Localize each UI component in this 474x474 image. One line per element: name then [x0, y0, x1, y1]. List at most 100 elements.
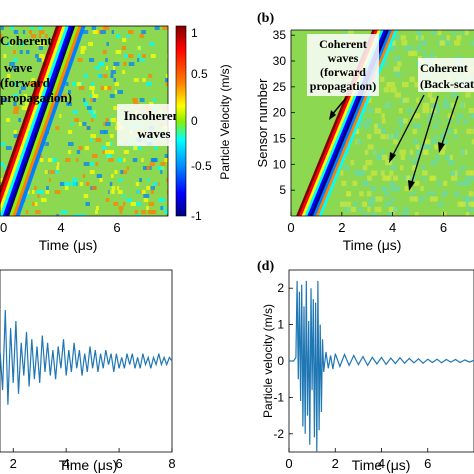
y-tick-label: 1 — [277, 318, 284, 332]
heatmap-cell — [104, 26, 110, 30]
heatmap-cell — [117, 90, 123, 94]
heatmap-cell — [467, 206, 474, 212]
heatmap-cell — [399, 149, 406, 155]
heatmap-cell — [97, 74, 102, 78]
heatmap-cell — [83, 162, 90, 166]
heatmap-cell — [83, 102, 89, 106]
annotation-arrow — [391, 94, 425, 158]
heatmap-cell — [135, 202, 142, 206]
heatmap-cell — [25, 210, 29, 214]
heatmap-cell — [381, 113, 385, 119]
heatmap-cell — [415, 154, 419, 160]
heatmap-cell — [415, 149, 421, 155]
heatmap-cell — [356, 170, 363, 176]
heatmap-cell — [408, 154, 412, 160]
heatmap-cell — [123, 150, 129, 154]
heatmap-cell — [412, 128, 417, 134]
heatmap-cell — [41, 198, 47, 202]
heatmap-cell — [92, 94, 99, 98]
heatmap-cell — [109, 134, 114, 138]
heatmap-cell — [394, 71, 402, 77]
wavefront-band — [6, 26, 76, 216]
heatmap-cell — [110, 118, 117, 122]
heatmap-cell — [340, 170, 344, 176]
annotation-line: waves — [137, 126, 170, 141]
x-tick-label: 0 — [285, 456, 292, 471]
heatmap-cell — [146, 82, 152, 86]
heatmap-cell — [400, 118, 406, 124]
heatmap-cell — [101, 146, 107, 150]
heatmap-cell — [393, 66, 400, 72]
heatmap-cell — [128, 62, 135, 66]
colorbar-tick: -0.5 — [191, 159, 212, 173]
heatmap-cell — [0, 34, 3, 38]
heatmap-cell — [151, 158, 158, 162]
heatmap-cell — [471, 175, 474, 181]
panel-a-x-ticks: 0 4 6 — [0, 220, 121, 235]
heatmap-cell — [449, 154, 453, 160]
heatmap-cell — [443, 139, 449, 145]
heatmap-cell — [371, 212, 377, 216]
heatmap-cell — [79, 182, 83, 186]
heatmap-cell — [100, 86, 106, 90]
heatmap-cell — [36, 42, 39, 46]
heatmap-cell — [398, 108, 403, 114]
heatmap-cell — [1, 142, 6, 146]
annotation-line: Coherent — [420, 61, 468, 75]
heatmap-cell — [384, 61, 389, 67]
heatmap-cell — [362, 201, 367, 207]
heatmap-cell — [388, 134, 392, 140]
heatmap-cell — [422, 170, 428, 176]
heatmap-cell — [20, 86, 26, 90]
heatmap-cell — [472, 196, 474, 202]
heatmap-cell — [368, 201, 374, 207]
heatmap-cell — [422, 50, 426, 56]
heatmap-cell — [13, 50, 16, 54]
heatmap-cell — [91, 118, 94, 122]
heatmap-cell — [19, 42, 24, 46]
heatmap-cell — [13, 58, 18, 62]
heatmap-cell — [96, 174, 102, 178]
heatmap-cell — [418, 35, 422, 41]
heatmap-cell — [108, 158, 114, 162]
heatmap-cell — [85, 182, 90, 186]
heatmap-cell — [30, 26, 34, 30]
heatmap-cell — [132, 158, 138, 162]
heatmap-cell — [136, 214, 140, 216]
heatmap-cell — [143, 198, 149, 202]
heatmap-cell — [416, 45, 423, 51]
heatmap-cell — [420, 186, 424, 192]
heatmap-cell — [160, 170, 163, 174]
heatmap-cell — [133, 146, 138, 150]
heatmap-cell — [407, 108, 413, 114]
heatmap-cell — [111, 186, 116, 190]
heatmap-cell — [118, 206, 124, 210]
heatmap-cell — [6, 118, 10, 122]
annotation-line: waves — [328, 51, 359, 65]
heatmap-cell — [389, 45, 396, 51]
heatmap-cell — [13, 134, 19, 138]
heatmap-cell — [153, 98, 157, 102]
heatmap-cell — [148, 74, 153, 78]
wavefront-band — [12, 26, 83, 216]
heatmap-cell — [154, 26, 160, 30]
heatmap-cell — [470, 40, 474, 46]
heatmap-cell — [432, 196, 438, 202]
heatmap-cell — [447, 113, 454, 119]
heatmap-cell — [92, 30, 99, 34]
heatmap-cell — [90, 98, 94, 102]
heatmap-cell — [460, 149, 466, 155]
panel-b-annotation-back: Coherent (Back-scat — [389, 58, 474, 191]
heatmap-cell — [365, 160, 373, 166]
heatmap-cell — [350, 160, 355, 166]
heatmap-cell — [453, 134, 458, 140]
heatmap-cell — [83, 98, 86, 102]
heatmap-cell — [13, 106, 20, 110]
annotation-arrow — [440, 95, 459, 148]
annotation-box — [418, 58, 474, 92]
heatmap-cell — [442, 102, 447, 108]
heatmap-cell — [99, 178, 103, 182]
heatmap-cell — [116, 186, 120, 190]
heatmap-cell — [85, 202, 90, 206]
heatmap-cell — [456, 180, 461, 186]
